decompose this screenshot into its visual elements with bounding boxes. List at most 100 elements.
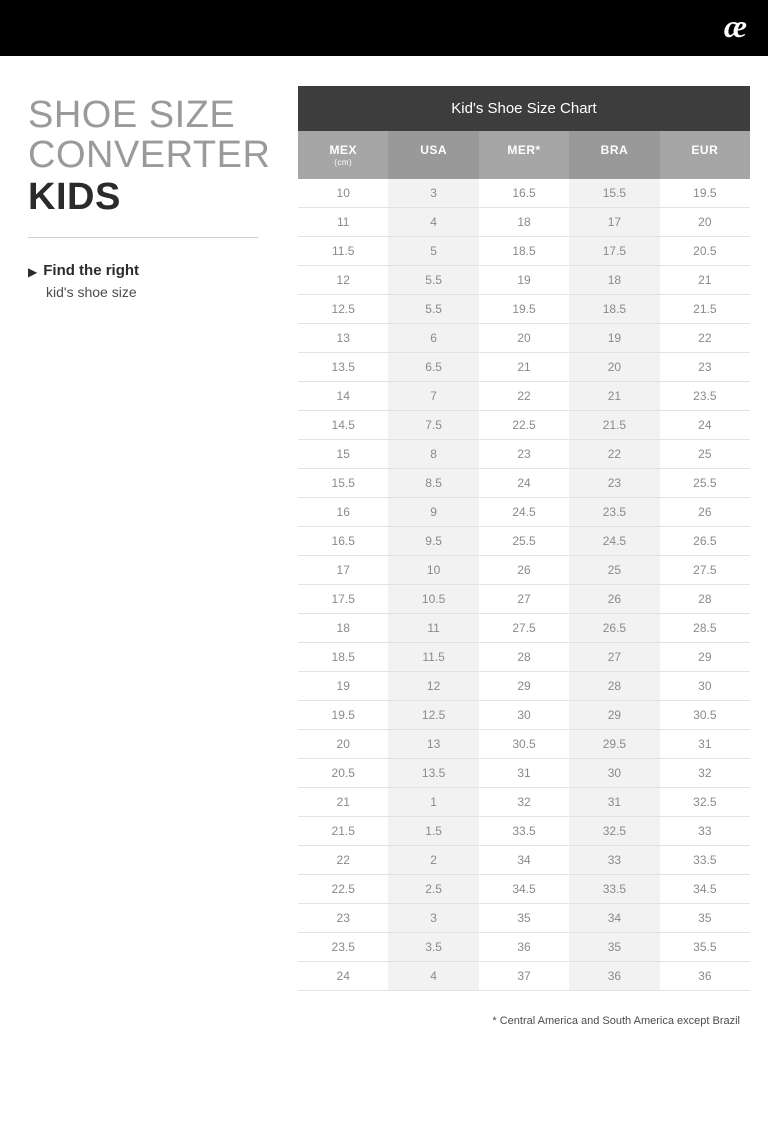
table-cell: 32	[660, 759, 750, 787]
table-cell: 13	[298, 324, 388, 352]
table-cell: 27	[569, 643, 659, 671]
footnote: * Central America and South America exce…	[0, 1003, 768, 1045]
table-cell: 18	[298, 614, 388, 642]
table-cell: 8.5	[388, 469, 478, 497]
table-cell: 13.5	[388, 759, 478, 787]
table-cell: 29	[569, 701, 659, 729]
table-cell: 30	[479, 701, 569, 729]
table-cell: 23	[479, 440, 569, 468]
table-cell: 14	[298, 382, 388, 410]
table-cell: 35	[569, 933, 659, 961]
table-cell: 20.5	[298, 759, 388, 787]
table-cell: 23	[660, 353, 750, 381]
table-cell: 25	[569, 556, 659, 584]
table-cell: 35.5	[660, 933, 750, 961]
table-cell: 19.5	[298, 701, 388, 729]
table-row: 1710262527.5	[298, 556, 750, 585]
heading-line-3: KIDS	[28, 176, 280, 219]
table-cell: 33	[569, 846, 659, 874]
table-cell: 22.5	[298, 875, 388, 903]
table-cell: 5.5	[388, 266, 478, 294]
table-cell: 36	[569, 962, 659, 990]
table-cell: 20	[569, 353, 659, 381]
table-cell: 17.5	[569, 237, 659, 265]
table-cell: 24.5	[479, 498, 569, 526]
table-cell: 21	[298, 788, 388, 816]
table-cell: 19.5	[660, 179, 750, 207]
table-row: 244373636	[298, 962, 750, 991]
column-header-sub: (cm)	[298, 158, 388, 167]
table-cell: 23.5	[660, 382, 750, 410]
table-cell: 1.5	[388, 817, 478, 845]
table-cell: 18	[569, 266, 659, 294]
table-cell: 12	[388, 672, 478, 700]
table-cell: 32.5	[569, 817, 659, 845]
top-bar: æ	[0, 0, 768, 56]
table-cell: 20.5	[660, 237, 750, 265]
table-cell: 13	[388, 730, 478, 758]
tagline-bold: Find the right	[43, 262, 139, 279]
table-cell: 21	[660, 266, 750, 294]
table-cell: 10	[298, 179, 388, 207]
table-cell: 10.5	[388, 585, 478, 613]
table-cell: 12.5	[388, 701, 478, 729]
table-cell: 18.5	[298, 643, 388, 671]
table-cell: 20	[660, 208, 750, 236]
table-cell: 25.5	[660, 469, 750, 497]
table-cell: 33.5	[479, 817, 569, 845]
table-row: 13.56.5212023	[298, 353, 750, 382]
table-cell: 9	[388, 498, 478, 526]
table-row: 233353435	[298, 904, 750, 933]
table-cell: 19	[479, 266, 569, 294]
table-cell: 37	[479, 962, 569, 990]
table-cell: 29	[660, 643, 750, 671]
table-row: 11.5518.517.520.5	[298, 237, 750, 266]
table-row: 22.52.534.533.534.5	[298, 875, 750, 904]
table-cell: 4	[388, 208, 478, 236]
heading-divider	[28, 237, 258, 238]
table-cell: 27	[479, 585, 569, 613]
table-cell: 24	[298, 962, 388, 990]
table-cell: 11	[388, 614, 478, 642]
table-cell: 3.5	[388, 933, 478, 961]
table-cell: 16.5	[479, 179, 569, 207]
table-cell: 34	[569, 904, 659, 932]
table-cell: 24	[660, 411, 750, 439]
table-row: 20.513.5313032	[298, 759, 750, 788]
table-cell: 18.5	[569, 295, 659, 323]
table-row: 136201922	[298, 324, 750, 353]
triangle-icon: ▶	[28, 262, 37, 282]
table-cell: 19	[298, 672, 388, 700]
table-cell: 21.5	[298, 817, 388, 845]
column-header: BRA	[569, 131, 659, 179]
table-cell: 34.5	[479, 875, 569, 903]
table-row: 17.510.5272628	[298, 585, 750, 614]
table-cell: 6	[388, 324, 478, 352]
size-chart: Kid's Shoe Size Chart MEX(cm)USAMER*BRAE…	[298, 86, 750, 991]
table-cell: 23.5	[298, 933, 388, 961]
table-cell: 21.5	[569, 411, 659, 439]
column-header: USA	[388, 131, 478, 179]
table-cell: 19.5	[479, 295, 569, 323]
table-cell: 23	[298, 904, 388, 932]
table-cell: 18.5	[479, 237, 569, 265]
table-cell: 31	[569, 788, 659, 816]
table-cell: 29.5	[569, 730, 659, 758]
table-cell: 33.5	[569, 875, 659, 903]
chart-header-row: MEX(cm)USAMER*BRAEUR	[298, 131, 750, 179]
chart-title: Kid's Shoe Size Chart	[298, 86, 750, 131]
table-cell: 30	[569, 759, 659, 787]
table-cell: 26	[660, 498, 750, 526]
table-cell: 8	[388, 440, 478, 468]
chart-rows: 10316.515.519.511418172011.5518.517.520.…	[298, 179, 750, 991]
table-row: 19.512.5302930.5	[298, 701, 750, 730]
table-cell: 29	[479, 672, 569, 700]
table-cell: 11.5	[388, 643, 478, 671]
table-cell: 13.5	[298, 353, 388, 381]
table-cell: 14.5	[298, 411, 388, 439]
table-cell: 30.5	[479, 730, 569, 758]
column-header: MEX(cm)	[298, 131, 388, 179]
table-cell: 28	[569, 672, 659, 700]
left-column: SHOE SIZE CONVERTER KIDS ▶ Find the righ…	[18, 86, 280, 991]
heading-line-2: CONVERTER	[28, 136, 280, 176]
